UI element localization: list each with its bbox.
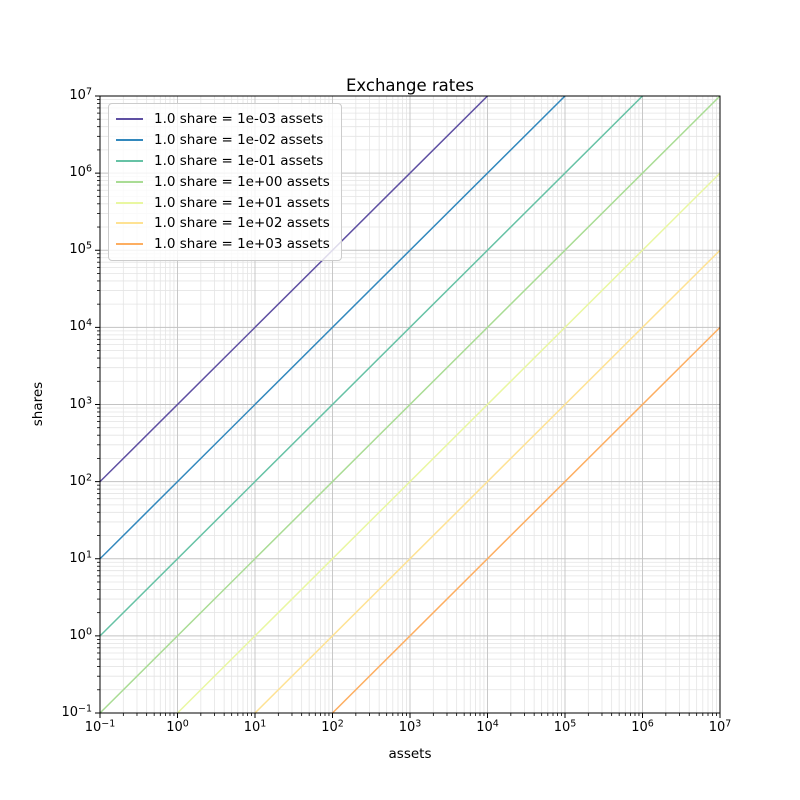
y-tick-label: 105 [69, 240, 92, 258]
x-tick-label: 102 [321, 718, 344, 735]
series-line [331, 326, 720, 713]
y-tick-label: 107 [69, 86, 92, 103]
x-tick-label: 100 [166, 718, 189, 735]
legend-line-swatch [116, 139, 143, 142]
y-tick-label: 103 [69, 395, 92, 412]
legend-line-swatch [116, 159, 143, 162]
y-tick-label: 104 [69, 318, 92, 335]
y-tick-label: 106 [69, 163, 92, 181]
x-tick-label: 107 [708, 718, 732, 735]
y-tick-label: 101 [69, 549, 92, 566]
x-tick-label: 10−1 [84, 718, 116, 735]
legend-item: 1.0 share = 1e+03 assets [116, 234, 330, 255]
x-tick-label: 106 [631, 718, 654, 735]
legend-item: 1.0 share = 1e-02 assets [116, 130, 330, 151]
x-tick-label: 105 [553, 718, 577, 735]
legend-line-swatch [116, 180, 143, 183]
series-line [100, 96, 644, 637]
legend-label: 1.0 share = 1e+01 assets [154, 194, 330, 211]
legend-item: 1.0 share = 1e-01 assets [116, 151, 330, 172]
x-tick-label: 103 [398, 718, 422, 735]
legend: 1.0 share = 1e-03 assets 1.0 share = 1e-0… [108, 103, 342, 261]
legend-label: 1.0 share = 1e+03 assets [154, 236, 330, 253]
legend-line-swatch [116, 201, 143, 204]
x-tick-label: 101 [243, 718, 267, 735]
legend-label: 1.0 share = 1e+00 assets [154, 173, 330, 190]
series-line [100, 96, 489, 483]
legend-label: 1.0 share = 1e-03 assets [154, 111, 324, 128]
y-tick-label: 102 [69, 472, 92, 489]
x-tick-label: 104 [476, 718, 499, 735]
legend-label: 1.0 share = 1e-02 assets [154, 132, 324, 149]
series-line [176, 172, 720, 713]
legend-item: 1.0 share = 1e-03 assets [116, 109, 330, 130]
series-line [254, 249, 720, 713]
legend-label: 1.0 share = 1e+02 assets [154, 215, 330, 232]
series-line [100, 96, 566, 560]
legend-line-swatch [116, 222, 143, 225]
chart-title: Exchange rates [346, 76, 474, 95]
x-axis-label: assets [388, 746, 432, 762]
y-tick-label: 100 [69, 626, 92, 643]
legend-item: 1.0 share = 1e+01 assets [116, 192, 330, 213]
series-line [100, 96, 720, 713]
legend-item: 1.0 share = 1e+00 assets [116, 171, 330, 192]
legend-label: 1.0 share = 1e-01 assets [154, 152, 324, 169]
legend-line-swatch [116, 243, 143, 246]
legend-line-swatch [116, 118, 143, 121]
y-tick-label: 10−1 [61, 703, 92, 720]
legend-item: 1.0 share = 1e+02 assets [116, 213, 330, 234]
